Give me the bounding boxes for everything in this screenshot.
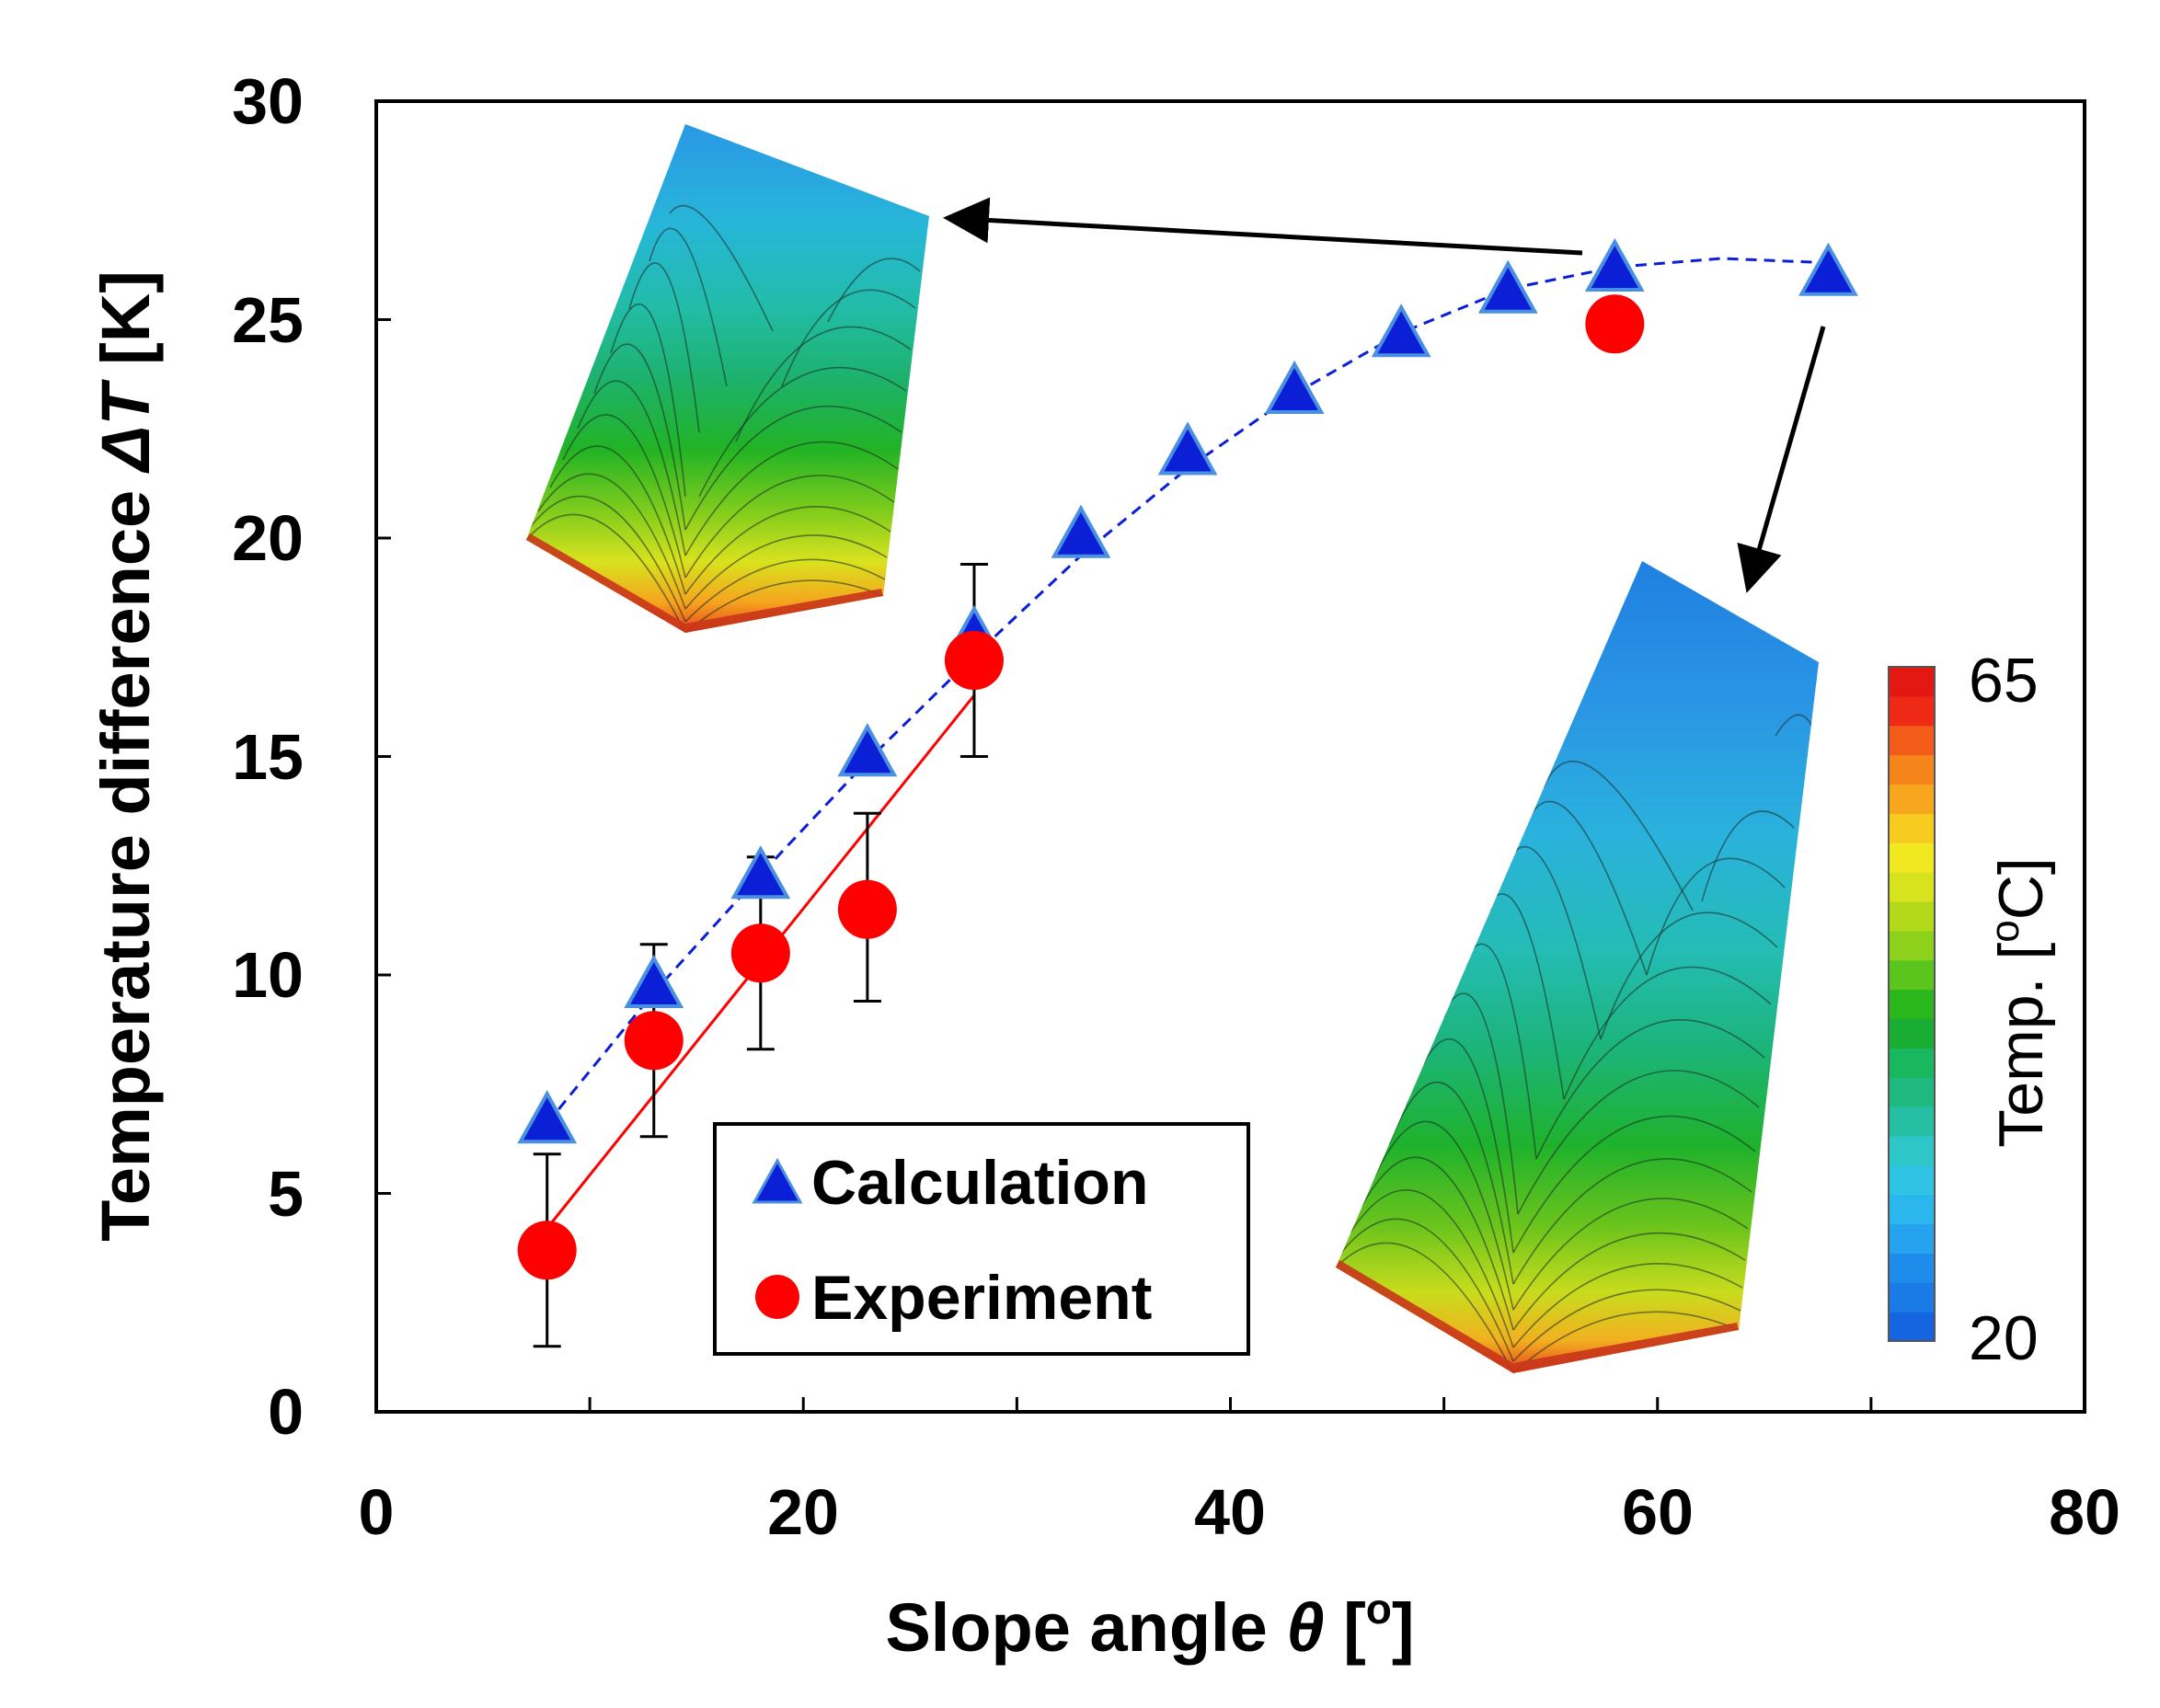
legend-triangle-icon [752, 1157, 803, 1204]
colorbar-cell [1889, 725, 1935, 756]
calculation-point [517, 1090, 578, 1144]
x-tick-label: 20 [767, 1476, 839, 1548]
experiment-point [624, 1011, 684, 1071]
colorbar-cell [1889, 813, 1935, 843]
calculation-point [1477, 259, 1538, 314]
contour-inset-large [1336, 561, 1819, 1373]
colorbar-cell [1889, 1282, 1935, 1313]
calculation-point [624, 954, 684, 1009]
y-tick-label: 20 [232, 502, 304, 574]
legend-circle-icon [755, 1275, 799, 1319]
axis-ticks [376, 318, 1873, 1412]
colorbar-cell [1889, 667, 1935, 697]
x-tick-label: 60 [1622, 1476, 1694, 1548]
y-tick-label: 10 [232, 939, 304, 1011]
y-axis-title: Temperature difference ΔT [K] [87, 270, 164, 1242]
experiment-point [517, 1221, 577, 1280]
colorbar-cell [1889, 1077, 1935, 1107]
calculation-point [1051, 504, 1111, 558]
annotation-arrow-small-inset [943, 197, 1583, 256]
colorbar-cell [1889, 1135, 1935, 1166]
colorbar-cell [1889, 989, 1935, 1019]
y-tick-labels: 0 5 10 15 20 25 30 [232, 65, 304, 1448]
contour-inset-small [526, 124, 929, 633]
experiment-point [944, 631, 1004, 690]
colorbar-title: Temp. [oC] [1982, 857, 2056, 1147]
colorbar-max-label: 65 [1969, 646, 2039, 716]
legend-box [713, 1122, 1250, 1356]
y-tick-label: 25 [232, 284, 304, 356]
colorbar-cell [1889, 1106, 1935, 1137]
colorbar-cell [1889, 843, 1935, 873]
y-tick-label: 5 [268, 1158, 304, 1230]
colorbar: 65 20 Temp. [oC] [1888, 646, 2056, 1373]
legend-label-experiment: Experiment [811, 1263, 1152, 1333]
colorbar-cell [1889, 900, 1935, 932]
calculation-point [837, 723, 898, 777]
calculation-point [1584, 237, 1645, 292]
x-tick-label: 0 [359, 1476, 395, 1548]
colorbar-cell [1889, 1312, 1935, 1342]
experiment-point [730, 923, 790, 983]
colorbar-cell [1889, 959, 1935, 991]
colorbar-cell [1889, 1223, 1935, 1254]
colorbar-cell [1889, 1048, 1935, 1078]
colorbar-cells [1889, 667, 1935, 1342]
calculation-point [1157, 421, 1218, 476]
experiment-point [837, 879, 897, 939]
colorbar-cell [1889, 1253, 1935, 1283]
legend: Calculation Experiment [713, 1122, 1250, 1356]
y-tick-label: 30 [232, 65, 304, 137]
colorbar-cell [1889, 695, 1935, 727]
x-axis-title: Slope angle θ [o] [885, 1585, 1414, 1666]
x-tick-label: 40 [1194, 1476, 1266, 1548]
experiment-point [1585, 294, 1645, 354]
x-tick-label: 80 [2049, 1476, 2120, 1548]
calculation-point [1371, 304, 1431, 358]
colorbar-cell [1889, 1164, 1935, 1196]
colorbar-cell [1889, 754, 1935, 785]
calculation-point [730, 845, 791, 900]
colorbar-cell [1889, 872, 1935, 902]
legend-label-calculation: Calculation [811, 1148, 1149, 1218]
colorbar-cell [1889, 930, 1935, 961]
y-tick-label: 0 [268, 1376, 304, 1448]
calculation-point [1798, 242, 1858, 296]
calculation-point [1264, 360, 1325, 415]
colorbar-frame [1888, 666, 1936, 1342]
colorbar-cell [1889, 1194, 1935, 1225]
y-tick-label: 15 [232, 721, 304, 793]
colorbar-min-label: 20 [1969, 1303, 2039, 1373]
annotation-arrow-large-inset [1737, 326, 1826, 593]
experiment-series [517, 294, 1645, 1280]
colorbar-cell [1889, 784, 1935, 814]
colorbar-cell [1889, 1018, 1935, 1049]
x-tick-labels: 0 20 40 60 80 [359, 1476, 2120, 1548]
